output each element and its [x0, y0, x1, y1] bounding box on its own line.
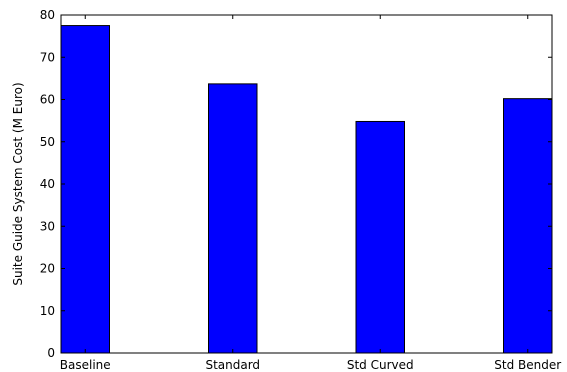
y-tick-label: 60: [40, 93, 55, 107]
y-axis-label: Suite Guide System Cost (M Euro): [11, 82, 25, 285]
x-axis-ticks: Baseline Standard Std Curved Std Bender: [60, 15, 561, 372]
y-tick-label: 30: [40, 219, 55, 233]
x-tick-label: Std Bender: [494, 358, 561, 372]
bar-standard: [208, 83, 258, 354]
plot-frame: [60, 14, 553, 354]
bar-std-curved: [355, 120, 405, 354]
x-tick-label: Standard: [205, 358, 260, 372]
y-axis-ticks: 0 10 20 30 40 50 60 70 80: [40, 8, 552, 360]
y-tick-label: 40: [40, 177, 55, 191]
bar-baseline: [60, 25, 110, 354]
y-tick-label: 70: [40, 50, 55, 64]
y-tick-label: 50: [40, 135, 55, 149]
y-tick-label: 10: [40, 304, 55, 318]
y-tick-label: 20: [40, 262, 55, 276]
bar-std-bender: [503, 98, 553, 354]
y-tick-label: 0: [47, 346, 55, 360]
x-tick-label: Baseline: [60, 358, 111, 372]
bars-group: [60, 25, 553, 354]
x-tick-label: Std Curved: [347, 358, 414, 372]
y-tick-label: 80: [40, 8, 55, 22]
